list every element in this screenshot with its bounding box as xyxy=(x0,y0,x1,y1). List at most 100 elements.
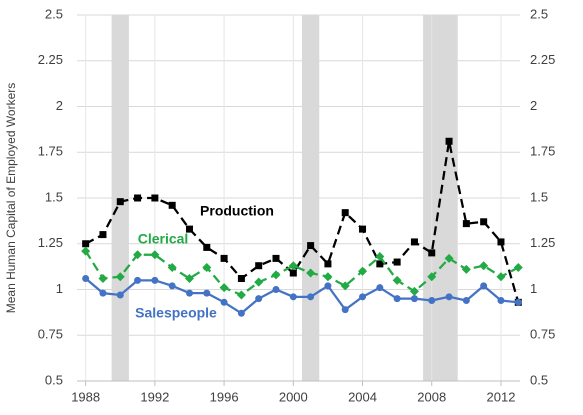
point xyxy=(255,262,263,270)
y2-tick-label: 1.5 xyxy=(530,189,548,204)
point xyxy=(393,295,401,303)
point xyxy=(168,201,176,209)
y2-tick-label: 0.5 xyxy=(530,372,548,387)
point xyxy=(410,295,418,303)
point xyxy=(479,261,489,271)
point xyxy=(220,298,228,306)
point xyxy=(220,254,228,262)
y-tick-label: 0.5 xyxy=(45,372,63,387)
point xyxy=(272,286,280,293)
y2-tick-label: 2 xyxy=(530,98,537,113)
point xyxy=(307,293,315,301)
point xyxy=(496,272,506,282)
point xyxy=(324,260,332,268)
series-label: Clerical xyxy=(138,231,189,247)
point xyxy=(82,275,90,283)
point xyxy=(151,194,159,202)
y2-tick-label: 1 xyxy=(530,281,537,296)
point xyxy=(237,309,245,317)
point xyxy=(359,293,367,301)
x-tick-label: 1988 xyxy=(71,389,100,404)
point xyxy=(376,260,384,268)
point xyxy=(497,296,505,304)
point xyxy=(168,282,176,290)
point xyxy=(323,272,333,282)
point xyxy=(82,240,90,248)
x-tick-label: 2012 xyxy=(487,389,516,404)
point xyxy=(255,295,263,303)
y2-tick-label: 1.75 xyxy=(530,144,555,159)
point xyxy=(167,263,177,273)
point xyxy=(185,225,193,233)
y-tick-label: 2 xyxy=(56,98,63,113)
point xyxy=(116,198,124,206)
x-tick-label: 1992 xyxy=(140,389,169,404)
series-line xyxy=(85,141,520,303)
point xyxy=(307,242,315,250)
point xyxy=(99,231,107,239)
point xyxy=(376,284,384,292)
point xyxy=(202,263,212,273)
point xyxy=(462,220,470,228)
point xyxy=(272,254,280,262)
point xyxy=(427,272,437,282)
y-tick-label: 0.75 xyxy=(38,327,63,342)
point xyxy=(497,238,505,246)
x-tick-label: 2008 xyxy=(417,389,446,404)
point xyxy=(271,270,281,280)
point xyxy=(236,290,246,300)
y2-tick-label: 2.25 xyxy=(530,52,555,67)
x-tick-label: 2000 xyxy=(279,389,308,404)
point xyxy=(185,289,193,297)
point xyxy=(134,194,142,202)
point xyxy=(480,282,488,290)
point xyxy=(444,253,454,263)
y-tick-label: 1 xyxy=(56,281,63,296)
y-tick-label: 1.75 xyxy=(38,144,63,159)
y2-tick-label: 0.75 xyxy=(530,327,555,342)
point xyxy=(375,252,385,262)
point xyxy=(98,274,108,284)
point xyxy=(237,275,245,283)
point xyxy=(445,293,453,301)
point xyxy=(410,238,418,246)
point xyxy=(116,291,124,299)
point xyxy=(306,268,316,278)
point xyxy=(81,246,91,256)
point xyxy=(513,263,523,273)
y-tick-label: 2.5 xyxy=(45,6,63,21)
point xyxy=(203,289,211,297)
point xyxy=(341,306,349,314)
point xyxy=(99,289,107,297)
point xyxy=(445,137,453,145)
point xyxy=(151,276,159,284)
point xyxy=(514,298,522,306)
series-label: Salespeople xyxy=(135,305,217,321)
point xyxy=(428,249,436,257)
point xyxy=(359,225,367,233)
point xyxy=(184,274,194,284)
point xyxy=(340,281,350,291)
x-tick-label: 2004 xyxy=(348,389,377,404)
x-tick-label: 1996 xyxy=(210,389,239,404)
y2-tick-label: 2.5 xyxy=(530,6,548,21)
point xyxy=(134,276,142,284)
y-tick-label: 1.25 xyxy=(38,235,63,250)
series-line xyxy=(84,250,519,297)
point xyxy=(254,277,264,287)
point xyxy=(289,293,297,301)
point xyxy=(462,296,470,304)
y-tick-label: 1.5 xyxy=(45,189,63,204)
point xyxy=(324,282,332,290)
series-label: Production xyxy=(200,203,274,219)
point xyxy=(358,266,368,276)
point xyxy=(392,275,402,285)
point xyxy=(288,261,298,271)
point xyxy=(203,243,211,251)
point xyxy=(115,272,125,282)
y2-tick-label: 1.25 xyxy=(530,235,555,250)
point xyxy=(341,209,349,217)
point xyxy=(219,283,229,293)
point xyxy=(133,250,143,260)
